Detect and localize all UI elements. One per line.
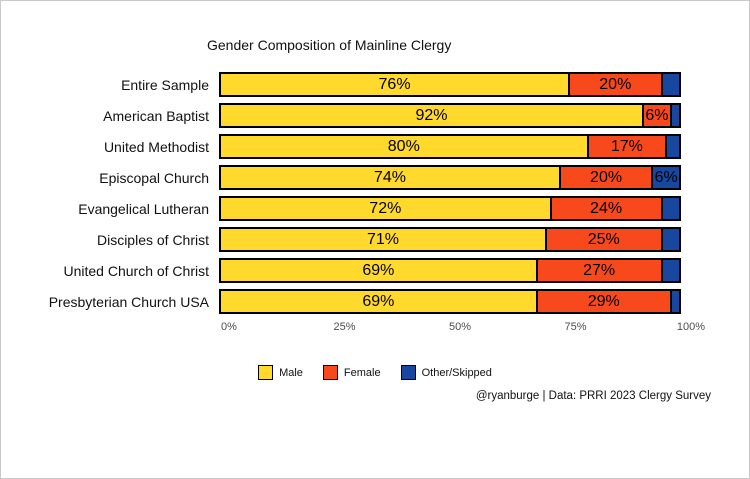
legend-swatch-icon	[322, 365, 338, 380]
bar-track: 80% 17%	[219, 134, 681, 159]
segment-value-label: 76%	[378, 75, 411, 93]
bar-track: 76% 20%	[219, 72, 681, 97]
credit-caption: @ryanburge | Data: PRRI 2023 Clergy Surv…	[475, 390, 711, 402]
bar-segment-female: 27%	[537, 258, 663, 283]
segment-value-label: 27%	[583, 261, 616, 279]
segment-value-label: 72%	[369, 199, 402, 217]
x-tick-label: 50%	[448, 321, 472, 333]
bar-segment-male: 69%	[219, 289, 538, 314]
bar-row: Entire Sample 76% 20%	[1, 69, 749, 100]
bar-segment-female: 20%	[560, 165, 654, 190]
bar-segment-other-skipped	[662, 227, 681, 252]
bar-segment-female: 6%	[644, 103, 672, 128]
bar-row: United Methodist 80% 17%	[1, 131, 749, 162]
segment-value-label: 6%	[645, 106, 669, 124]
category-label: Presbyterian Church USA	[48, 293, 209, 310]
bar-segment-male: 74%	[219, 165, 561, 190]
segment-value-label: 20%	[599, 75, 632, 93]
category-label: Entire Sample	[121, 76, 209, 93]
bar-track: 92% 6%	[219, 103, 681, 128]
bar-segment-male: 80%	[219, 134, 589, 159]
segment-value-label: 6%	[654, 168, 678, 186]
bar-segment-male: 69%	[219, 258, 538, 283]
segment-value-label: 20%	[590, 168, 623, 186]
segment-value-label: 17%	[610, 137, 643, 155]
bar-segment-other-skipped	[662, 258, 681, 283]
segment-value-label: 74%	[373, 168, 406, 186]
segment-value-label: 25%	[587, 230, 620, 248]
category-label: United Methodist	[103, 138, 209, 155]
bar-segment-female: 17%	[588, 134, 668, 159]
bar-track: 69% 27%	[219, 258, 681, 283]
bar-track: 69% 29%	[219, 289, 681, 314]
bar-segment-other-skipped	[662, 196, 681, 221]
category-label: Disciples of Christ	[96, 231, 209, 248]
x-tick-label: 100%	[676, 321, 706, 333]
segment-value-label: 69%	[362, 261, 395, 279]
segment-value-label: 71%	[366, 230, 400, 248]
chart-title: Gender Composition of Mainline Clergy	[207, 37, 452, 53]
bar-row: Presbyterian Church USA 69% 29%	[1, 286, 749, 317]
legend-label: Female	[343, 366, 381, 379]
bar-segment-female: 25%	[547, 227, 663, 252]
bar-track: 71% 25%	[219, 227, 681, 252]
bar-segment-other-skipped	[671, 103, 681, 128]
segment-value-label: 92%	[415, 106, 448, 124]
segment-value-label: 24%	[590, 199, 623, 217]
bar-track: 74% 20% 6%	[219, 165, 681, 190]
bar-track: 72% 24%	[219, 196, 681, 221]
x-tick-label: 0%	[221, 321, 237, 333]
legend-item: Male	[258, 365, 303, 380]
legend-label: Other/Skipped	[421, 366, 492, 379]
bar-segment-other-skipped: 6%	[653, 165, 681, 190]
category-label: Episcopal Church	[99, 169, 209, 186]
x-tick-label: 25%	[333, 321, 356, 333]
legend-label: Male	[279, 366, 303, 379]
bar-segment-other-skipped	[662, 72, 681, 97]
bar-row: American Baptist 92% 6%	[1, 100, 749, 131]
x-tick-label: 75%	[564, 321, 587, 333]
bar-segment-male: 92%	[219, 103, 645, 128]
bar-segment-female: 20%	[570, 72, 663, 97]
legend-swatch-icon	[400, 365, 416, 380]
segment-value-label: 69%	[362, 292, 395, 310]
category-label: Evangelical Lutheran	[78, 200, 209, 217]
segment-value-label: 29%	[587, 292, 620, 310]
bar-segment-other-skipped	[667, 134, 681, 159]
category-label: American Baptist	[103, 107, 209, 124]
bar-segment-female: 29%	[537, 289, 672, 314]
segment-value-label: 80%	[387, 137, 420, 155]
bar-rows: Entire Sample 76% 20% American Baptist 92% 6%…	[1, 69, 749, 317]
bar-segment-male: 72%	[219, 196, 552, 221]
bar-segment-male: 71%	[219, 227, 548, 252]
bar-segment-female: 24%	[551, 196, 663, 221]
bar-row: United Church of Christ 69% 27%	[1, 255, 749, 286]
legend-item: Other/Skipped	[400, 365, 492, 380]
bar-row: Episcopal Church 74% 20% 6%	[1, 162, 749, 193]
legend-item: Female	[322, 365, 381, 380]
legend: Male Female Other/Skipped	[1, 365, 749, 380]
legend-swatch-icon	[258, 365, 274, 380]
bar-segment-male: 76%	[219, 72, 571, 97]
bar-row: Disciples of Christ 71% 25%	[1, 224, 749, 255]
bar-segment-other-skipped	[671, 289, 681, 314]
x-axis: 0% 25% 50% 75% 100%	[221, 321, 705, 337]
category-label: United Church of Christ	[63, 262, 209, 279]
bar-row: Evangelical Lutheran 72% 24%	[1, 193, 749, 224]
